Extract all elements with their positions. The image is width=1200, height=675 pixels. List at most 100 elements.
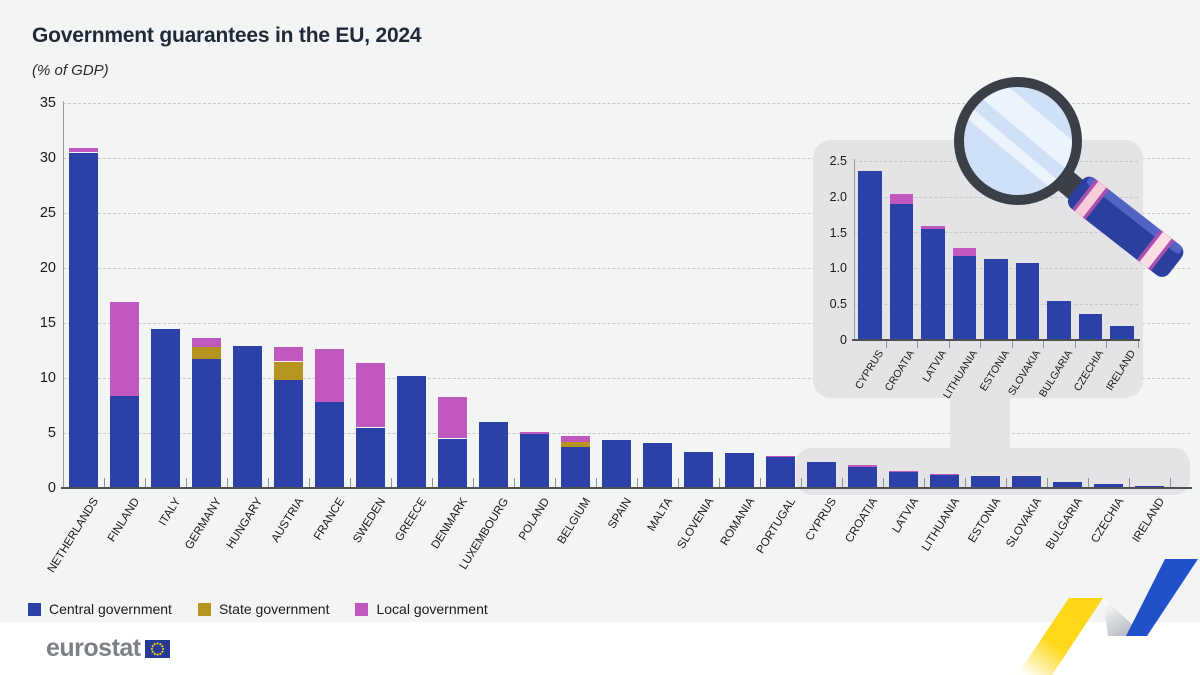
- axis-tick-mark: [514, 478, 515, 488]
- grid-line: [63, 267, 1190, 269]
- axis-tick-mark: [432, 478, 433, 488]
- axis-tick-mark: [1137, 340, 1139, 348]
- y-axis-label: 35: [39, 94, 56, 111]
- axis-tick-mark: [104, 478, 105, 488]
- magnifier-handle: [1067, 176, 1184, 277]
- grid-line: [63, 322, 1190, 324]
- eu-flag-icon: [144, 639, 170, 658]
- legend-label: Local government: [376, 601, 488, 617]
- legend-swatch: [355, 602, 369, 616]
- y-axis-label: 25: [39, 204, 56, 221]
- legend-item: Local government: [355, 601, 488, 617]
- bar-segment: [110, 395, 139, 488]
- bar-segment: [315, 402, 344, 488]
- x-axis-label: CROATIA: [842, 496, 880, 545]
- y-axis-label: 5: [47, 424, 56, 441]
- axis-tick-mark: [1006, 478, 1007, 488]
- bar-segment: [889, 470, 918, 488]
- bar-segment: [192, 359, 221, 488]
- bar-segment: [192, 338, 221, 348]
- y-axis-label: 30: [39, 149, 56, 166]
- bar-segment: [1053, 482, 1082, 488]
- axis-tick-mark: [473, 478, 474, 488]
- bar-segment: [889, 204, 913, 340]
- magnifier-lens: [954, 77, 1082, 205]
- page-title: Government guarantees in the EU, 2024: [32, 24, 422, 47]
- legend-item: Central government: [28, 601, 172, 617]
- bar-segment: [561, 447, 590, 488]
- axis-tick-mark: [719, 478, 720, 488]
- x-axis-label: MALTA: [645, 496, 675, 534]
- bar-segment: [930, 475, 959, 488]
- x-axis-label: PORTUGAL: [754, 496, 798, 556]
- grid-line: [63, 102, 1190, 104]
- axis-tick-mark: [678, 478, 679, 488]
- axis-tick-mark: [801, 478, 802, 488]
- legend-swatch: [197, 602, 211, 616]
- bar-segment: [69, 148, 98, 153]
- bar-segment: [520, 431, 549, 434]
- axis-tick-mark: [227, 478, 228, 488]
- axis-tick-mark: [1129, 478, 1130, 488]
- bar-segment: [438, 438, 467, 488]
- bar-segment: [848, 467, 877, 488]
- axis-tick-mark: [883, 478, 884, 488]
- bar-segment: [921, 226, 945, 229]
- axis-tick-mark: [1088, 478, 1089, 488]
- bar-segment: [520, 433, 549, 488]
- magnifying-glass-icon: [954, 77, 1184, 277]
- x-axis-label: SLOVENIA: [675, 496, 716, 552]
- bar-segment: [274, 380, 303, 488]
- bar-segment: [151, 328, 180, 488]
- bar-segment: [889, 470, 918, 472]
- axis-tick-mark: [145, 478, 146, 488]
- bar-segment: [848, 465, 877, 468]
- x-axis-baseline: [852, 339, 1140, 341]
- bar-segment: [1135, 485, 1164, 488]
- axis-tick-mark: [1106, 340, 1107, 348]
- y-axis-label: 15: [39, 314, 56, 331]
- bar-segment: [858, 171, 882, 340]
- axis-tick-mark: [268, 478, 269, 488]
- bar-segment: [561, 436, 590, 443]
- y-axis-label: 0: [47, 479, 56, 496]
- grid-line: [63, 157, 1190, 159]
- bar-segment: [930, 473, 959, 475]
- axis-tick-mark: [965, 478, 966, 488]
- x-axis-baseline: [61, 487, 1192, 489]
- bar-segment: [643, 442, 672, 488]
- y-axis-label: 1.0: [829, 261, 847, 276]
- bar-segment: [684, 451, 713, 488]
- axis-tick-mark: [842, 478, 843, 488]
- bar-segment: [1110, 325, 1134, 340]
- bar-segment: [602, 439, 631, 488]
- axis-tick-mark: [350, 478, 351, 488]
- grid-line: [63, 432, 1190, 434]
- bar-segment: [315, 349, 344, 403]
- axis-tick-mark: [917, 340, 918, 348]
- y-axis-label: 2.0: [829, 189, 847, 204]
- legend-swatch: [28, 602, 41, 616]
- x-axis-label: LITHUANIA: [919, 496, 962, 554]
- bar-segment: [561, 442, 590, 448]
- bar-segment: [356, 427, 385, 488]
- bar-segment: [110, 302, 139, 396]
- axis-tick-mark: [948, 340, 950, 348]
- bar-segment: [807, 462, 836, 488]
- axis-tick-mark: [309, 478, 310, 488]
- y-axis-label: 20: [39, 259, 56, 276]
- bar-segment: [952, 255, 976, 340]
- y-axis-label: 0.5: [829, 297, 847, 312]
- bar-segment: [69, 152, 98, 488]
- legend-label: State government: [218, 601, 330, 617]
- x-axis-label: SPAIN: [605, 496, 634, 531]
- axis-tick-mark: [186, 478, 187, 488]
- axis-tick-mark: [1047, 478, 1048, 488]
- axis-tick-mark: [1043, 340, 1044, 348]
- bar-segment: [971, 475, 1000, 488]
- x-axis-label: BELGIUM: [555, 496, 593, 547]
- bar-segment: [233, 346, 262, 488]
- bar-segment: [1094, 484, 1123, 488]
